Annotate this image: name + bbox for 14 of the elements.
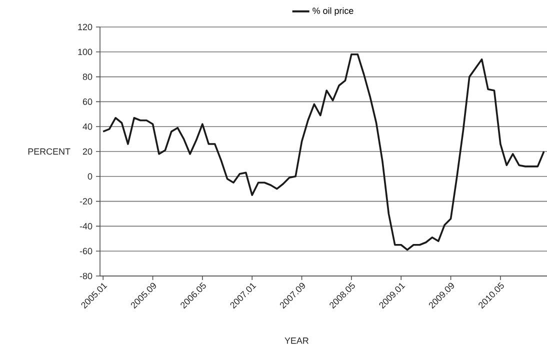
y-tick-label: -20 — [80, 198, 92, 204]
x-axis-title: YEAR — [284, 338, 308, 344]
y-tick-label: 80 — [82, 74, 92, 80]
y-tick-label: 0 — [88, 173, 92, 180]
y-tick-label: -60 — [80, 248, 92, 254]
y-tick-label: 20 — [82, 148, 92, 155]
y-tick-label: -80 — [80, 272, 92, 280]
y-tick-label: 100 — [78, 48, 92, 56]
y-tick-label: -40 — [80, 223, 92, 230]
y-axis-title: PERCENT — [28, 148, 70, 155]
y-tick-label: 60 — [82, 98, 92, 105]
legend-label: % oil price — [312, 7, 354, 16]
y-tick-label: 120 — [78, 24, 92, 30]
y-tick-label: 40 — [82, 123, 92, 130]
